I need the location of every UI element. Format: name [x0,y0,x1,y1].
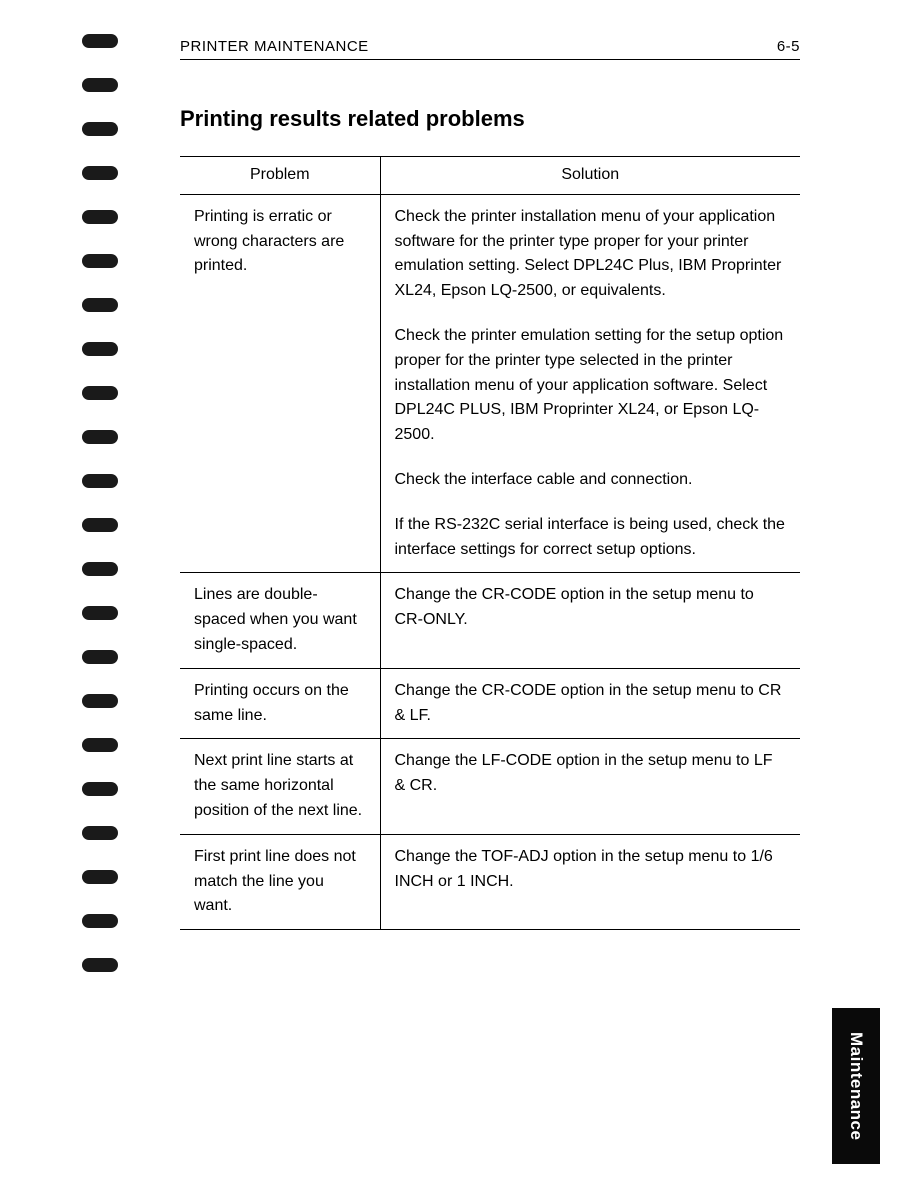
solution-paragraph: Check the printer installation menu of y… [395,205,787,304]
spiral-hole [82,386,118,400]
problem-cell: First print line does not match the line… [180,834,380,929]
section-tab: Maintenance [832,1008,880,1164]
page-header: PRINTER MAINTENANCE 6-5 [180,38,800,60]
solution-paragraph: Check the printer emulation setting for … [395,324,787,448]
spiral-hole [82,738,118,752]
table-row: Lines are double-spaced when you want si… [180,573,800,668]
spiral-hole [82,210,118,224]
solution-cell: Check the printer installation menu of y… [380,194,800,573]
header-title: PRINTER MAINTENANCE [180,38,369,55]
table-row: First print line does not match the line… [180,834,800,929]
spiral-hole [82,298,118,312]
solution-paragraph: Check the interface cable and connection… [395,468,787,493]
spiral-hole [82,78,118,92]
solution-paragraph: Change the CR-CODE option in the setup m… [395,583,787,633]
table-header-row: Problem Solution [180,157,800,195]
spiral-hole [82,254,118,268]
spiral-hole [82,782,118,796]
spiral-hole [82,122,118,136]
page-number: 6-5 [777,38,800,55]
table-row: Next print line starts at the same horiz… [180,739,800,834]
column-header-solution: Solution [380,157,800,195]
spiral-hole [82,650,118,664]
solution-cell: Change the TOF-ADJ option in the setup m… [380,834,800,929]
table-body: Printing is erratic or wrong characters … [180,194,800,929]
spiral-hole [82,606,118,620]
spiral-hole [82,474,118,488]
section-heading: Printing results related problems [180,106,800,132]
spiral-hole [82,958,118,972]
solution-cell: Change the LF-CODE option in the setup m… [380,739,800,834]
problem-cell: Lines are double-spaced when you want si… [180,573,380,668]
solution-paragraph: Change the TOF-ADJ option in the setup m… [395,845,787,895]
solution-paragraph: Change the LF-CODE option in the setup m… [395,749,787,799]
table-row: Printing occurs on the same line. Change … [180,668,800,739]
spiral-hole [82,166,118,180]
page-content: PRINTER MAINTENANCE 6-5 Printing results… [180,38,800,930]
problems-table: Problem Solution Printing is erratic or … [180,156,800,930]
column-header-problem: Problem [180,157,380,195]
spiral-hole [82,34,118,48]
spiral-hole [82,430,118,444]
table-row: Printing is erratic or wrong characters … [180,194,800,573]
spiral-hole [82,914,118,928]
problem-cell: Printing occurs on the same line. [180,668,380,739]
spiral-hole [82,694,118,708]
spiral-hole [82,826,118,840]
spiral-binding [82,34,118,972]
problem-cell: Printing is erratic or wrong characters … [180,194,380,573]
spiral-hole [82,870,118,884]
spiral-hole [82,562,118,576]
solution-cell: Change the CR-CODE option in the setup m… [380,668,800,739]
section-tab-label: Maintenance [846,1032,866,1140]
problem-cell: Next print line starts at the same horiz… [180,739,380,834]
spiral-hole [82,342,118,356]
solution-cell: Change the CR-CODE option in the setup m… [380,573,800,668]
solution-paragraph: If the RS-232C serial interface is being… [395,513,787,563]
solution-paragraph: Change the CR-CODE option in the setup m… [395,679,787,729]
spiral-hole [82,518,118,532]
